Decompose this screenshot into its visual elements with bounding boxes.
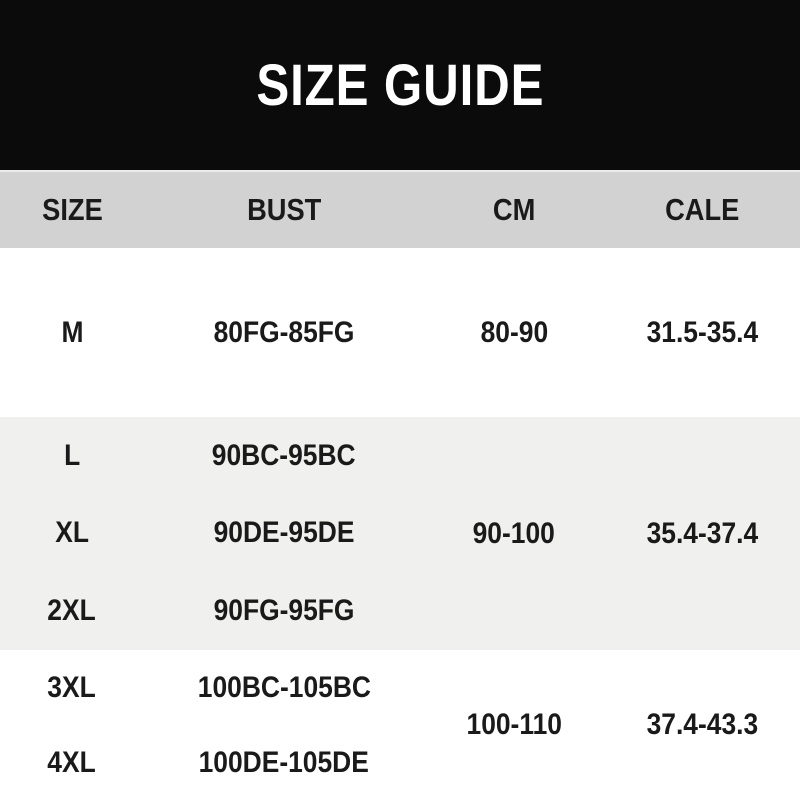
bust-column: 100BC-105BC 100DE-105DE bbox=[144, 650, 424, 800]
column-header-size: SIZE bbox=[41, 192, 103, 227]
table-header-row: SIZE BUST CM CALE bbox=[0, 170, 800, 248]
cm-value-group3: 100-110 bbox=[466, 708, 562, 741]
bust-value-m: 80FG-85FG bbox=[213, 315, 355, 349]
size-label-xl: XL bbox=[55, 516, 89, 550]
size-group-m: M 80FG-85FG 80-90 31.5-35.4 bbox=[0, 248, 800, 417]
bust-value-2xl: 90FG-95FG bbox=[213, 594, 355, 628]
bust-value-3xl: 100BC-105BC bbox=[197, 670, 371, 704]
cm-value-group1: 80-90 bbox=[480, 315, 548, 349]
column-header-bust: BUST bbox=[246, 192, 322, 227]
cm-value-group2: 90-100 bbox=[472, 516, 556, 550]
size-column: 3XL 4XL bbox=[0, 650, 144, 800]
page-title: SIZE GUIDE bbox=[256, 52, 544, 118]
cale-value-group3: 37.4-43.3 bbox=[646, 708, 758, 741]
bust-value-4xl: 100DE-105DE bbox=[198, 745, 370, 779]
bust-value-l: 90BC-95BC bbox=[212, 438, 356, 472]
size-label-m: M bbox=[61, 315, 83, 349]
bust-column: 80FG-85FG bbox=[144, 248, 424, 417]
column-header-cale: CALE bbox=[664, 192, 740, 227]
size-group-3xl-4xl: 3XL 4XL 100BC-105BC 100DE-105DE 100-110 … bbox=[0, 650, 800, 800]
size-label-2xl: 2XL bbox=[47, 594, 97, 628]
size-label-4xl: 4XL bbox=[47, 745, 97, 779]
title-banner: SIZE GUIDE bbox=[0, 0, 800, 170]
cale-value-group1: 31.5-35.4 bbox=[646, 315, 758, 349]
size-label-l: L bbox=[63, 438, 81, 472]
column-header-cm: CM bbox=[492, 192, 536, 227]
size-label-3xl: 3XL bbox=[47, 670, 97, 704]
size-group-l-xl-2xl: L XL 2XL 90BC-95BC 90DE-95DE 90FG-95FG 9… bbox=[0, 417, 800, 650]
bust-value-xl: 90DE-95DE bbox=[213, 516, 355, 550]
size-column: M bbox=[0, 248, 144, 417]
cale-value-group2: 35.4-37.4 bbox=[646, 516, 758, 550]
size-column: L XL 2XL bbox=[0, 417, 144, 650]
bust-column: 90BC-95BC 90DE-95DE 90FG-95FG bbox=[144, 417, 424, 650]
